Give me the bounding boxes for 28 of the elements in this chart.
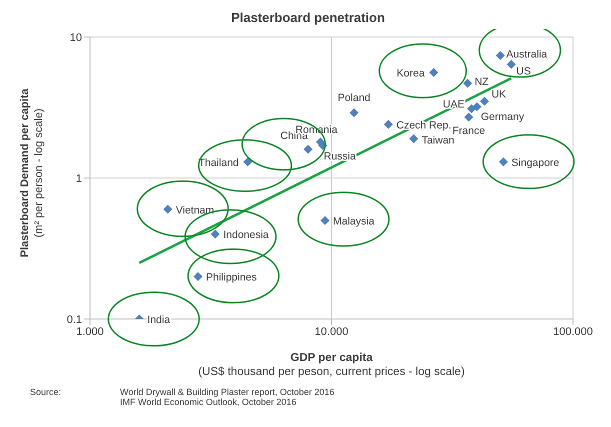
y-tick-label: 0.1 <box>66 314 82 326</box>
annotation: Germany <box>480 110 525 123</box>
annotation: NZ <box>474 76 490 88</box>
annotation: France <box>452 125 486 138</box>
source-note: Source: <box>30 387 62 399</box>
annotation: Taiwan <box>422 134 455 147</box>
annotation: Indonesia <box>223 229 269 242</box>
text: IMF World Economic Outlook, October 2016 <box>120 397 298 407</box>
x-axis-title: GDP per capita (US$ thousand per peson, current prices - log scale) <box>198 352 465 378</box>
annotation: UK <box>491 88 506 100</box>
annotation: Malaysia <box>333 215 375 228</box>
annotation: Poland <box>338 92 371 104</box>
chart-title: Plasterboard penetration <box>230 10 386 25</box>
x-tick-label: 100.000 <box>553 326 593 338</box>
y-axis-title: Plasterboard Demand per capita (m² per person - log scale) <box>19 88 45 258</box>
text: World Drywall & Building Plaster report, October 2016 <box>120 387 334 397</box>
annotation: US <box>516 65 531 78</box>
annotation: Australia <box>506 48 548 60</box>
y-tick-label: 1 <box>76 172 82 185</box>
x-tick-label: 1.000 <box>76 326 104 338</box>
annotation: Singapore <box>511 156 560 169</box>
y-tick-label: 10 <box>70 32 82 44</box>
annotation: Philippines <box>206 272 257 284</box>
x-tick-label: 10.000 <box>314 326 348 338</box>
annotation: China <box>280 130 308 142</box>
annotation: Korea <box>396 68 425 80</box>
annotation: Vietnam <box>176 204 214 216</box>
annotation: India <box>147 314 170 326</box>
